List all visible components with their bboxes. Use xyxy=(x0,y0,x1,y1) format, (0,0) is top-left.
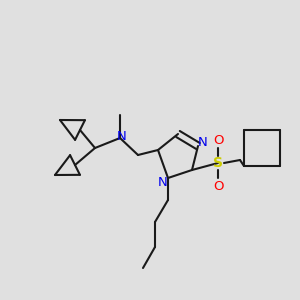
Text: S: S xyxy=(213,156,223,170)
Text: O: O xyxy=(213,134,223,146)
Text: N: N xyxy=(158,176,168,188)
Text: N: N xyxy=(117,130,127,142)
Text: O: O xyxy=(213,179,223,193)
Text: N: N xyxy=(198,136,208,149)
